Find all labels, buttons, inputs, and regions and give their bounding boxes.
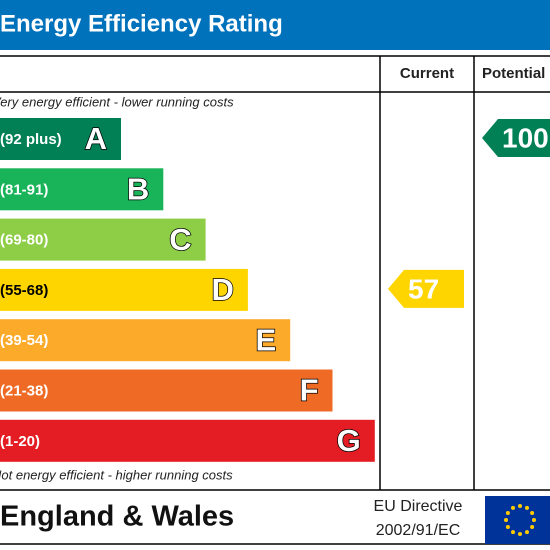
band-bar	[0, 168, 164, 211]
flag-star	[525, 530, 529, 535]
flag-star	[518, 532, 522, 536]
band-bar	[0, 319, 291, 362]
flag-star	[505, 525, 510, 529]
band-letter: E	[256, 322, 277, 357]
directive-line: 2002/91/EC	[376, 522, 461, 539]
flag-star	[525, 505, 529, 510]
header-current: Current	[400, 65, 454, 82]
rating-value: 100	[502, 122, 549, 153]
header-potential: Potential	[482, 65, 545, 82]
band-range: (1-20)	[0, 433, 40, 450]
band-letter: G	[337, 423, 361, 458]
band-bar	[0, 268, 248, 311]
rating-arrow	[388, 269, 464, 308]
band-range: (81-91)	[0, 181, 48, 198]
title: Energy Efficiency Rating	[0, 10, 283, 37]
flag-star	[530, 525, 535, 529]
band-range: (21-38)	[0, 382, 48, 399]
band-bar	[0, 218, 206, 261]
flag-star	[511, 505, 515, 510]
frame	[0, 55, 550, 545]
flag-star	[532, 518, 536, 522]
flag-star	[505, 511, 510, 515]
band-bar	[0, 419, 375, 462]
eu-flag	[485, 496, 550, 544]
band-range: (69-80)	[0, 232, 48, 249]
band-letter: F	[300, 373, 319, 408]
band-letter: B	[127, 171, 149, 206]
band-letter: D	[212, 272, 234, 307]
directive-line: EU Directive	[374, 498, 463, 515]
band-range: (39-54)	[0, 332, 48, 349]
flag-star	[504, 518, 508, 522]
band-letter: C	[169, 222, 191, 257]
title-bar	[0, 0, 550, 50]
band-bar	[0, 118, 121, 160]
flag-star	[511, 530, 515, 535]
band-bar	[0, 369, 333, 412]
region: England & Wales	[0, 501, 234, 533]
band-letter: A	[85, 121, 107, 156]
rating-value: 57	[408, 273, 439, 304]
band-range: (55-68)	[0, 282, 48, 299]
top-note: Very energy efficient - lower running co…	[0, 94, 234, 109]
rating-arrow	[482, 119, 550, 157]
bottom-note: Not energy efficient - higher running co…	[0, 467, 233, 482]
flag-star	[518, 504, 522, 508]
band-range: (92 plus)	[0, 131, 62, 148]
flag-star	[530, 511, 535, 515]
